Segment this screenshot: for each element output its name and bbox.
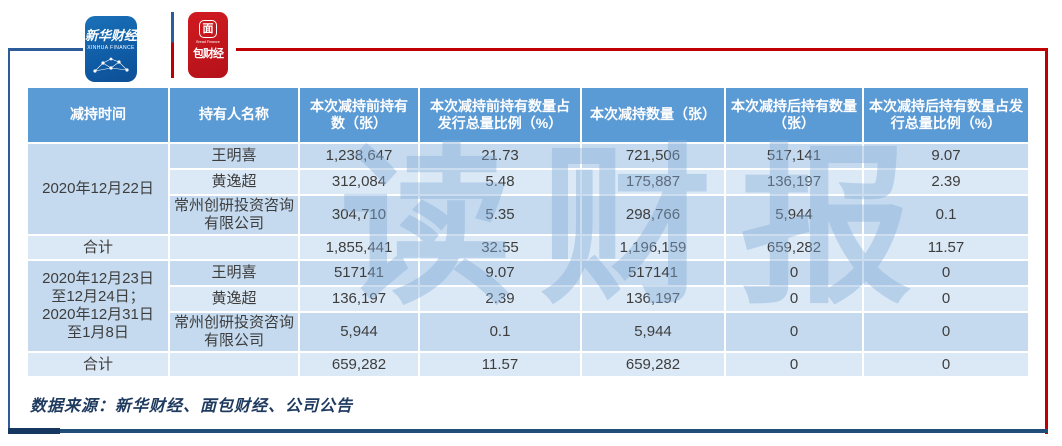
post-qty: 0	[726, 353, 862, 376]
holder-name: 王明喜	[170, 261, 298, 285]
frame-bottom-border	[8, 429, 1048, 433]
table-row: 常州创研投资咨询有限公司 304,710 5.35 298,766 5,944 …	[28, 196, 1028, 234]
col-header-reduction-time: 减持时间	[28, 88, 168, 142]
table-row: 黄逸超 312,084 5.48 175,887 136,197 2.39	[28, 170, 1028, 194]
pre-pct: 11.57	[420, 353, 580, 376]
logo-divider	[171, 12, 174, 78]
total-label: 合计	[28, 236, 168, 259]
table-header-row: 减持时间 持有人名称 本次减持前持有数（张） 本次减持前持有数量占发行总量比例（…	[28, 88, 1028, 142]
xinhua-logo-en: XINHUA FINANCE	[87, 45, 135, 51]
post-qty: 5,944	[726, 196, 862, 234]
frame-bottom-cap	[8, 428, 60, 434]
bread-finance-logo: 面 Bread Finance 包财经	[188, 12, 228, 78]
post-pct: 0	[864, 287, 1028, 311]
data-source-note: 数据来源：新华财经、面包财经、公司公告	[30, 398, 354, 415]
pre-qty: 1,238,647	[300, 144, 418, 168]
post-qty: 0	[726, 287, 862, 311]
col-header-holder-name: 持有人名称	[170, 88, 298, 142]
table-row: 2020年12月22日 王明喜 1,238,647 21.73 721,506 …	[28, 144, 1028, 234]
holder-name: 常州创研投资咨询有限公司	[170, 196, 298, 234]
frame-left-border	[8, 48, 10, 434]
holder-name	[170, 236, 298, 259]
reduce-qty: 721,506	[582, 144, 724, 168]
subtotal-row: 合计 659,282 11.57 659,282 0 0	[28, 353, 1028, 376]
bread-logo-mian: 面	[199, 20, 217, 38]
pre-qty: 136,197	[300, 287, 418, 311]
holder-name	[170, 353, 298, 376]
total-label: 合计	[28, 353, 168, 376]
col-header-post-pct: 本次减持后持有数量占发行总量比例（%）	[864, 88, 1028, 142]
pre-qty: 312,084	[300, 170, 418, 194]
holdings-reduction-table: 减持时间 持有人名称 本次减持前持有数（张） 本次减持前持有数量占发行总量比例（…	[26, 86, 1030, 378]
bread-logo-sub-en: Bread Finance	[196, 39, 220, 44]
post-pct: 2.39	[864, 170, 1028, 194]
pre-qty: 5,944	[300, 313, 418, 351]
pre-pct: 5.35	[420, 196, 580, 234]
pre-pct: 0.1	[420, 313, 580, 351]
post-pct: 0	[864, 313, 1028, 351]
pre-pct: 32.55	[420, 236, 580, 259]
reduce-qty: 517141	[582, 261, 724, 285]
table-row: 黄逸超 136,197 2.39 136,197 0 0	[28, 287, 1028, 311]
pre-qty: 304,710	[300, 196, 418, 234]
col-header-pre-pct: 本次减持前持有数量占发行总量比例（%）	[420, 88, 580, 142]
holder-name: 黄逸超	[170, 170, 298, 194]
pre-pct: 5.48	[420, 170, 580, 194]
period-cell-1: 2020年12月22日	[28, 144, 168, 234]
subtotal-row: 合计 1,855,441 32.55 1,196,159 659,282 11.…	[28, 236, 1028, 259]
post-qty: 136,197	[726, 170, 862, 194]
bread-logo-rest: 包财经	[193, 48, 224, 60]
holder-name: 常州创研投资咨询有限公司	[170, 313, 298, 351]
pre-pct: 9.07	[420, 261, 580, 285]
pre-pct: 21.73	[420, 144, 580, 168]
post-pct: 0	[864, 261, 1028, 285]
reduce-qty: 1,196,159	[582, 236, 724, 259]
pre-qty: 1,855,441	[300, 236, 418, 259]
post-pct: 0	[864, 353, 1028, 376]
post-qty: 0	[726, 313, 862, 351]
frame-right-border	[1045, 48, 1048, 434]
holder-name: 王明喜	[170, 144, 298, 168]
reduce-qty: 659,282	[582, 353, 724, 376]
xinhua-logo-cn: 新华财经	[85, 28, 137, 43]
holder-name: 黄逸超	[170, 287, 298, 311]
header-rule-red	[236, 48, 1047, 51]
table-row: 常州创研投资咨询有限公司 5,944 0.1 5,944 0 0	[28, 313, 1028, 351]
pre-qty: 517141	[300, 261, 418, 285]
reduce-qty: 298,766	[582, 196, 724, 234]
post-qty: 0	[726, 261, 862, 285]
col-header-post-qty: 本次减持后持有数量（张）	[726, 88, 862, 142]
reduce-qty: 175,887	[582, 170, 724, 194]
reduce-qty: 136,197	[582, 287, 724, 311]
col-header-reduce-qty: 本次减持数量（张）	[582, 88, 724, 142]
post-pct: 0.1	[864, 196, 1028, 234]
xinhua-finance-logo: 新华财经 XINHUA FINANCE	[85, 16, 137, 82]
table-row: 2020年12月23日 至12月24日； 2020年12月31日 至1月8日 王…	[28, 261, 1028, 351]
reduce-qty: 5,944	[582, 313, 724, 351]
post-pct: 11.57	[864, 236, 1028, 259]
header-rule-blue	[8, 48, 83, 51]
col-header-pre-qty: 本次减持前持有数（张）	[300, 88, 418, 142]
period-cell-2: 2020年12月23日 至12月24日； 2020年12月31日 至1月8日	[28, 261, 168, 351]
post-qty: 659,282	[726, 236, 862, 259]
network-constellation-icon	[93, 57, 129, 73]
pre-qty: 659,282	[300, 353, 418, 376]
post-qty: 517,141	[726, 144, 862, 168]
post-pct: 9.07	[864, 144, 1028, 168]
pre-pct: 2.39	[420, 287, 580, 311]
